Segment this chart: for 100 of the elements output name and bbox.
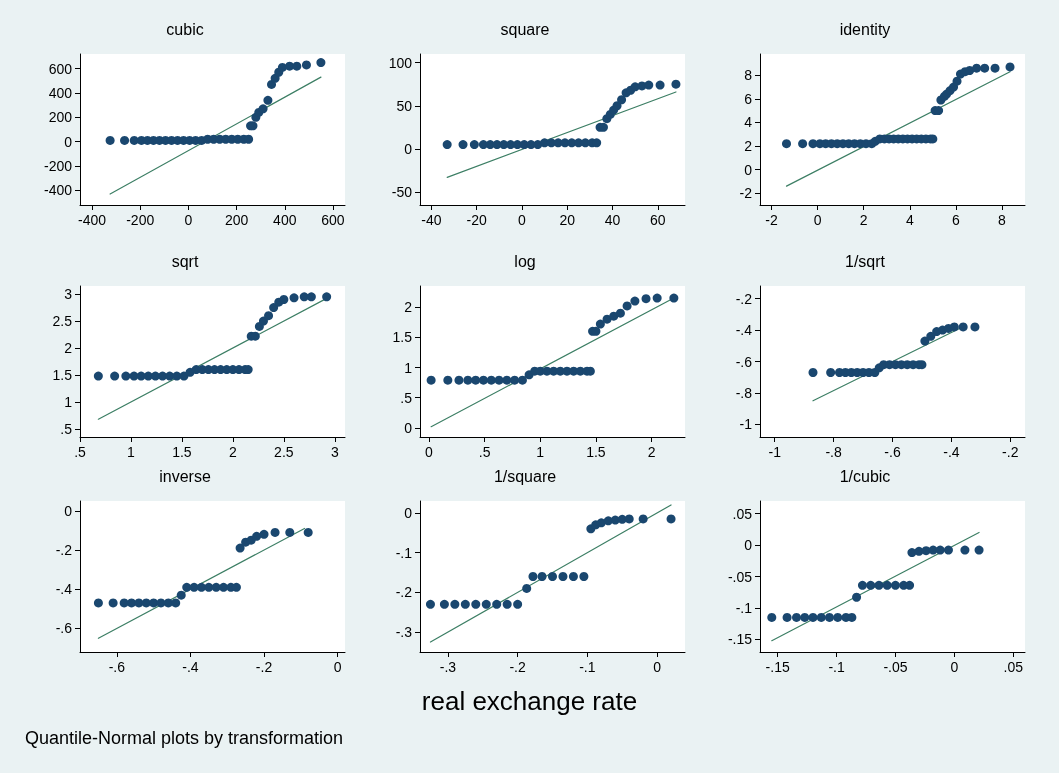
point	[289, 293, 299, 303]
point	[767, 612, 777, 622]
point	[960, 545, 970, 555]
point	[890, 580, 900, 590]
point	[93, 371, 103, 381]
point	[522, 583, 532, 593]
y-tick-label: -400	[43, 182, 73, 199]
y-tick-label: 0	[744, 161, 753, 178]
y-tick-label: -.1	[395, 544, 413, 561]
point	[182, 582, 192, 592]
x-tick-label: 1	[127, 444, 136, 460]
point	[638, 514, 648, 524]
point	[463, 375, 473, 385]
x-tick-label: -.3	[439, 659, 457, 675]
point	[1005, 62, 1015, 72]
point	[666, 514, 676, 524]
point	[624, 514, 634, 524]
point	[270, 527, 280, 537]
point	[615, 308, 625, 318]
x-tick-label: 4	[905, 212, 914, 228]
point	[617, 95, 627, 105]
point	[120, 135, 130, 145]
point	[800, 612, 810, 622]
x-tick-label: .05	[1003, 659, 1024, 675]
chart-title: 1/square	[493, 467, 557, 485]
point	[952, 76, 962, 86]
point	[874, 580, 884, 590]
x-tick-label: 0	[184, 212, 193, 228]
chart-title: inverse	[159, 467, 211, 485]
y-tick-label: .05	[732, 505, 753, 522]
point	[972, 63, 982, 73]
point	[782, 139, 791, 149]
point	[110, 371, 120, 381]
point	[471, 375, 481, 385]
point	[958, 322, 968, 332]
point	[905, 580, 915, 590]
point	[808, 368, 818, 378]
x-tick-label: -.4	[943, 444, 960, 460]
y-tick-label: -2	[739, 185, 753, 202]
y-tick-label: -.6	[55, 620, 73, 637]
y-tick-label: -50	[391, 184, 413, 201]
x-tick-label: 3	[330, 444, 339, 460]
point	[513, 599, 523, 609]
point	[965, 66, 975, 76]
point	[322, 292, 332, 302]
y-tick-label: 2	[64, 340, 73, 357]
point	[460, 599, 470, 609]
x-tick-label: 2	[647, 444, 656, 460]
y-tick-label: 1	[404, 359, 413, 376]
x-tick-label: 2	[228, 444, 237, 460]
y-tick-label: 2	[744, 138, 753, 155]
point	[537, 572, 547, 581]
y-tick-label: 6	[744, 90, 753, 107]
point	[970, 322, 980, 332]
y-tick-label: 0	[404, 140, 413, 157]
y-tick-label: 8	[744, 67, 753, 84]
point	[478, 375, 488, 385]
point	[306, 292, 316, 302]
x-tick-label: 0	[653, 659, 662, 675]
point	[558, 572, 568, 581]
point	[816, 612, 826, 622]
point	[172, 371, 182, 381]
y-tick-label: 3	[64, 286, 73, 303]
point	[652, 293, 662, 303]
y-tick-label: -.3	[395, 624, 413, 641]
x-tick-label: -.2	[1002, 444, 1019, 460]
point	[235, 543, 245, 553]
point	[263, 95, 273, 105]
point	[176, 590, 186, 600]
y-tick-label: 2.5	[52, 313, 73, 330]
chart-title: log	[514, 252, 536, 270]
point	[426, 375, 436, 385]
point	[285, 527, 295, 537]
point	[595, 319, 605, 329]
chart-title: 1/cubic	[839, 467, 891, 485]
point	[303, 527, 313, 537]
point	[990, 63, 1000, 73]
point	[269, 303, 279, 313]
point	[907, 548, 917, 558]
x-tick-label: 400	[273, 212, 297, 228]
y-tick-label: -.2	[735, 290, 753, 307]
point	[782, 612, 792, 622]
point	[833, 612, 843, 622]
point	[471, 599, 481, 609]
point	[454, 375, 464, 385]
point	[285, 61, 295, 71]
point	[808, 612, 818, 622]
x-tick-label: -.6	[884, 444, 901, 460]
x-tick-label: -.2	[509, 659, 527, 675]
point	[517, 375, 527, 385]
point	[196, 582, 206, 592]
y-tick-label: 200	[48, 109, 73, 126]
x-tick-label: -.4	[182, 659, 199, 675]
point	[171, 598, 181, 608]
y-tick-label: -.6	[735, 353, 753, 370]
y-tick-label: -1	[739, 416, 753, 433]
point	[93, 598, 103, 608]
point	[980, 63, 990, 73]
point	[292, 61, 302, 71]
x-tick-label: -.05	[883, 659, 908, 675]
